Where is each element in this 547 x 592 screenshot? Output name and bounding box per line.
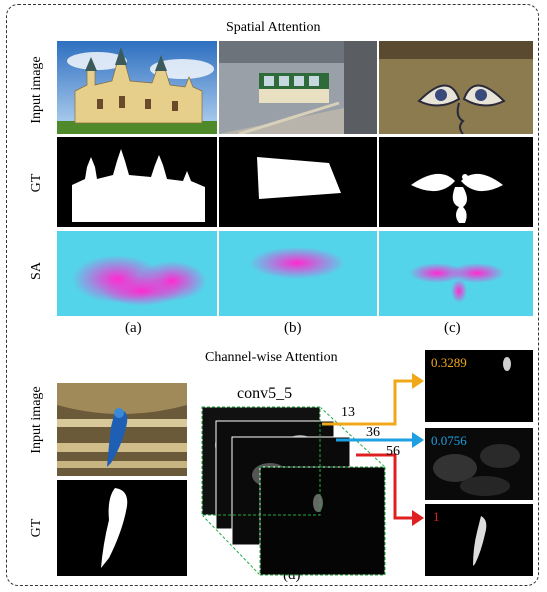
input-image-tram bbox=[219, 41, 377, 134]
channel-map-36: 0.0756 bbox=[425, 428, 533, 500]
sa-map-eyes bbox=[379, 231, 533, 316]
input-image-cathedral bbox=[57, 41, 217, 134]
sa-map-cathedral bbox=[57, 231, 217, 316]
channel-attention-title: Channel-wise Attention bbox=[205, 350, 338, 365]
channel-score-13: 0.3289 bbox=[431, 355, 467, 370]
channel-index-13: 13 bbox=[341, 405, 355, 420]
channel-index-36: 36 bbox=[366, 425, 380, 440]
gt-mask-tram bbox=[219, 137, 377, 227]
panel-label-d: (d) bbox=[283, 567, 301, 583]
gt-mask-cathedral bbox=[57, 137, 217, 227]
row-label-gt: GT bbox=[29, 173, 44, 193]
channel-score-36: 0.0756 bbox=[431, 433, 467, 448]
feature-map-stack bbox=[200, 405, 390, 580]
row-label-gt-2: GT bbox=[29, 518, 44, 538]
input-image-parrot bbox=[57, 383, 187, 476]
gt-mask-parrot bbox=[57, 480, 187, 576]
panel-label-b: (b) bbox=[284, 320, 302, 336]
channel-map-56: 1 bbox=[425, 504, 533, 576]
panel-label-a: (a) bbox=[125, 320, 142, 336]
input-image-eyes bbox=[379, 41, 533, 134]
row-label-input-image: Input image bbox=[29, 56, 44, 124]
channel-index-56: 56 bbox=[386, 444, 400, 459]
spatial-attention-title: Spatial Attention bbox=[226, 20, 321, 35]
feature-slice-4 bbox=[259, 466, 386, 576]
channel-map-13: 0.3289 bbox=[425, 350, 533, 422]
channel-score-56: 1 bbox=[433, 509, 440, 524]
sa-map-tram bbox=[219, 231, 377, 316]
panel-label-c: (c) bbox=[444, 320, 461, 336]
gt-mask-eyes bbox=[379, 137, 533, 227]
figure-frame bbox=[6, 4, 539, 586]
row-label-input-image-2: Input image bbox=[29, 386, 44, 454]
row-label-sa: SA bbox=[29, 262, 44, 280]
layer-label: conv5_5 bbox=[237, 385, 293, 402]
